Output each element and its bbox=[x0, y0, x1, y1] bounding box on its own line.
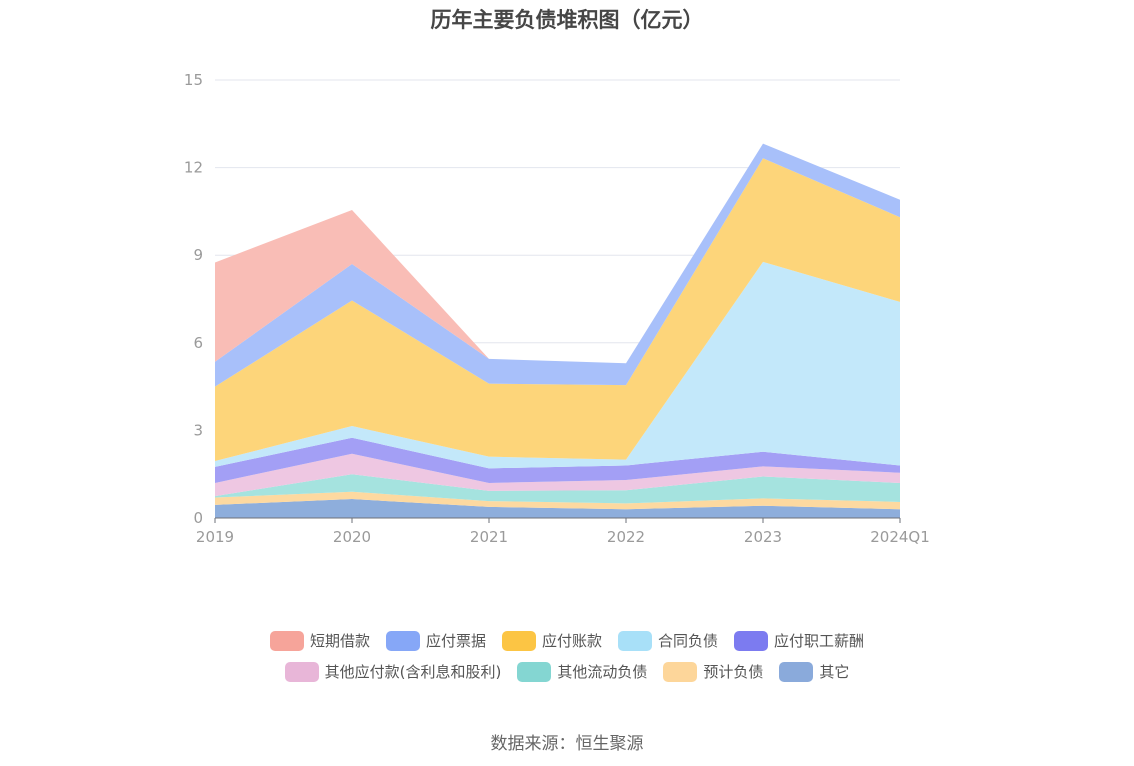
area-series-5[interactable] bbox=[215, 261, 900, 469]
legend-swatch bbox=[517, 661, 552, 682]
area-series-6[interactable] bbox=[215, 158, 900, 462]
area-series-2[interactable] bbox=[215, 474, 900, 504]
x-tick-label: 2022 bbox=[607, 528, 645, 546]
chart-title: 历年主要负债堆积图（亿元） bbox=[430, 8, 704, 32]
legend-label: 预计负债 bbox=[703, 663, 764, 681]
legend-swatch bbox=[284, 661, 319, 682]
y-tick-label: 6 bbox=[193, 334, 203, 352]
legend-swatch bbox=[501, 630, 536, 651]
legend-swatch bbox=[734, 630, 769, 651]
legend-row: 短期借款 应付票据 应付账款 合同负债 应付职工薪酬 bbox=[269, 630, 864, 651]
legend-label: 应付职工薪酬 bbox=[774, 632, 865, 650]
legend-item[interactable]: 其他应付款(含利息和股利) bbox=[284, 661, 502, 682]
legend-item[interactable]: 预计负债 bbox=[663, 661, 763, 682]
legend-item[interactable]: 应付票据 bbox=[385, 630, 486, 651]
legend-item[interactable]: 合同负债 bbox=[618, 630, 718, 651]
area-series-8[interactable] bbox=[215, 143, 900, 364]
legend-swatch bbox=[779, 661, 814, 682]
area-series-3[interactable] bbox=[215, 453, 900, 497]
legend-swatch bbox=[663, 661, 698, 682]
y-tick-label: 12 bbox=[184, 159, 203, 177]
y-tick-label: 15 bbox=[184, 71, 203, 89]
area-series-4[interactable] bbox=[215, 437, 900, 483]
x-tick-label: 2020 bbox=[333, 528, 371, 546]
legend-item[interactable]: 短期借款 bbox=[269, 630, 370, 651]
legend-label: 短期借款 bbox=[309, 632, 370, 650]
legend: 短期借款 应付票据 应付账款 合同负债 应付职工薪酬 其他应付款(含利息和股利) 其他流动… bbox=[0, 630, 1134, 682]
legend-label: 应付账款 bbox=[541, 632, 602, 650]
legend-swatch bbox=[269, 630, 304, 651]
legend-label: 其它 bbox=[819, 663, 850, 681]
y-tick-label: 3 bbox=[193, 421, 203, 439]
y-tick-label: 0 bbox=[193, 509, 203, 527]
x-tick-label: 2023 bbox=[744, 528, 782, 546]
legend-label: 其他流动负债 bbox=[557, 663, 648, 681]
legend-item[interactable]: 其它 bbox=[779, 661, 849, 682]
legend-swatch bbox=[618, 630, 652, 651]
legend-item[interactable]: 应付账款 bbox=[501, 630, 602, 651]
x-tick-label: 2021 bbox=[470, 528, 508, 546]
x-tick-label: 2024Q1 bbox=[870, 528, 930, 546]
area-series-0[interactable] bbox=[215, 499, 900, 518]
area-series-1[interactable] bbox=[215, 491, 900, 510]
y-tick-label: 9 bbox=[193, 246, 203, 264]
data-source-note: 数据来源：恒生聚源 bbox=[490, 734, 644, 754]
legend-label: 应付票据 bbox=[425, 632, 486, 650]
legend-label: 合同负债 bbox=[658, 632, 719, 650]
legend-label: 其他应付款(含利息和股利) bbox=[324, 663, 502, 681]
legend-item[interactable]: 其他流动负债 bbox=[517, 661, 647, 682]
legend-swatch bbox=[385, 630, 420, 651]
legend-item[interactable]: 应付职工薪酬 bbox=[734, 630, 864, 651]
area-series-7[interactable] bbox=[215, 143, 900, 387]
x-tick-label: 2019 bbox=[196, 528, 234, 546]
legend-row: 其他应付款(含利息和股利) 其他流动负债 预计负债 其它 bbox=[284, 661, 849, 682]
